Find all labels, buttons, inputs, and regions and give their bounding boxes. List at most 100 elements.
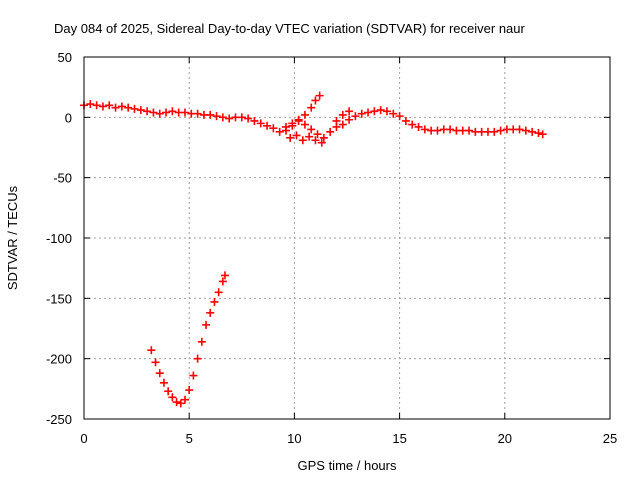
data-point	[395, 112, 404, 121]
data-point	[180, 108, 189, 117]
data-point	[389, 109, 398, 118]
data-point	[538, 130, 547, 139]
data-point	[357, 109, 366, 118]
data-point	[193, 354, 202, 363]
y-tick-label: -200	[46, 352, 72, 367]
data-point	[86, 100, 95, 109]
x-tick-label: 10	[287, 431, 301, 446]
data-point	[292, 131, 301, 140]
data-point	[244, 114, 253, 123]
data-point	[237, 113, 246, 122]
data-point	[465, 126, 474, 135]
x-tick-label: 5	[186, 431, 193, 446]
data-point	[307, 125, 316, 134]
data-point	[105, 101, 114, 110]
data-point	[408, 120, 417, 129]
data-point	[218, 277, 227, 286]
data-point	[155, 369, 164, 378]
data-point	[305, 132, 314, 141]
data-point	[162, 108, 171, 117]
y-axis-label: SDTVAR / TECUs	[5, 185, 20, 290]
y-tick-label: -100	[46, 231, 72, 246]
y-tick-label: -250	[46, 412, 72, 427]
data-point	[263, 121, 272, 130]
data-point	[197, 337, 206, 346]
data-point	[151, 358, 160, 367]
data-point	[433, 126, 442, 135]
data-point	[317, 138, 326, 147]
data-point	[117, 102, 126, 111]
data-point	[281, 126, 290, 135]
data-point	[98, 102, 107, 111]
data-point	[189, 371, 198, 380]
data-point	[275, 127, 284, 136]
data-point	[214, 288, 223, 297]
chart-title: Day 084 of 2025, Sidereal Day-to-day VTE…	[54, 21, 526, 36]
data-point	[446, 125, 455, 134]
data-point	[515, 125, 524, 134]
data-point	[164, 387, 173, 396]
x-tick-label: 20	[498, 431, 512, 446]
y-tick-label: 50	[58, 50, 72, 65]
data-point	[136, 106, 145, 115]
data-point	[212, 112, 221, 121]
data-point	[313, 130, 322, 139]
data-point	[225, 114, 234, 123]
data-point	[176, 399, 185, 408]
data-point	[382, 107, 391, 116]
data-point	[172, 398, 181, 407]
data-point	[420, 125, 429, 134]
data-point	[149, 108, 158, 117]
data-point	[326, 127, 335, 136]
data-point	[193, 109, 202, 118]
data-point	[401, 116, 410, 125]
data-point	[143, 107, 152, 116]
data-point	[294, 116, 303, 125]
data-point	[202, 320, 211, 329]
data-point	[496, 126, 505, 135]
data-point	[130, 104, 139, 113]
data-point	[338, 120, 347, 129]
data-point	[256, 119, 265, 128]
data-point	[338, 110, 347, 119]
data-point	[250, 116, 259, 125]
data-point	[210, 297, 219, 306]
data-point	[298, 136, 307, 145]
data-point	[92, 101, 101, 110]
data-point	[180, 395, 189, 404]
data-point	[332, 116, 341, 125]
data-point	[534, 129, 543, 138]
data-point	[159, 378, 168, 387]
data-point	[155, 109, 164, 118]
data-point	[147, 346, 156, 355]
data-point	[286, 133, 295, 142]
data-point	[300, 120, 309, 129]
data-point	[269, 124, 278, 133]
data-point	[376, 106, 385, 115]
data-point	[111, 103, 120, 112]
axis-ticks: 0 5 10 15 20 25 50 0 -50 -100 -150 -200 -250	[46, 50, 617, 446]
x-tick-label: 0	[80, 431, 87, 446]
data-point	[345, 115, 354, 124]
data-point	[351, 112, 360, 121]
data-point	[345, 107, 354, 116]
data-point	[288, 121, 297, 130]
y-tick-label: -50	[53, 171, 72, 186]
data-point	[414, 122, 423, 131]
data-point	[206, 110, 215, 119]
data-point	[311, 136, 320, 145]
y-tick-label: -150	[46, 291, 72, 306]
data-point	[206, 308, 215, 317]
data-point	[307, 103, 316, 112]
data-point	[370, 107, 379, 116]
data-point	[364, 108, 373, 117]
data-point	[185, 386, 194, 395]
data-point	[124, 103, 133, 112]
data-points	[80, 91, 547, 408]
data-point	[521, 126, 530, 135]
data-point	[218, 113, 227, 122]
data-point	[315, 91, 324, 100]
data-point	[220, 271, 229, 280]
y-tick-label: 0	[65, 110, 72, 125]
